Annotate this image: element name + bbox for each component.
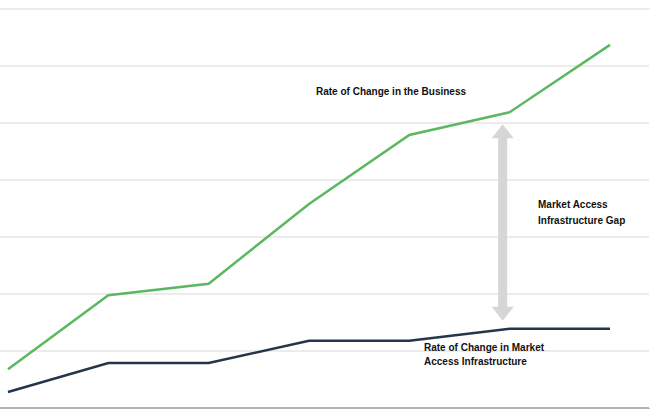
text-line: Infrastructure Gap xyxy=(538,215,625,226)
series-line xyxy=(8,45,610,369)
series-label: Rate of Change in the Business xyxy=(316,86,466,97)
annotation: Market Access Infrastructure Gap xyxy=(538,199,625,226)
text-line: Rate of Change in the Business xyxy=(316,86,466,97)
plot-area xyxy=(8,45,610,392)
y-range-line xyxy=(649,9,650,408)
grid-line xyxy=(0,123,650,124)
text-line: Market Access xyxy=(538,199,608,210)
x-axis-line xyxy=(0,408,650,409)
grid-line xyxy=(0,237,650,238)
series-label: Rate of Change in Market Access Infrastru… xyxy=(424,342,545,367)
grid-line xyxy=(0,294,650,295)
text-line: Access Infrastructure xyxy=(424,356,527,367)
series-line xyxy=(8,329,610,392)
grid-line xyxy=(0,351,650,352)
grid-line xyxy=(0,180,650,181)
text-line: Rate of Change in Market xyxy=(424,342,545,353)
grid-line xyxy=(0,66,650,67)
chart: Rate of Change in the Business Rate of Ch… xyxy=(0,0,650,418)
gap-arrow xyxy=(492,124,514,321)
grid-line xyxy=(0,9,650,10)
